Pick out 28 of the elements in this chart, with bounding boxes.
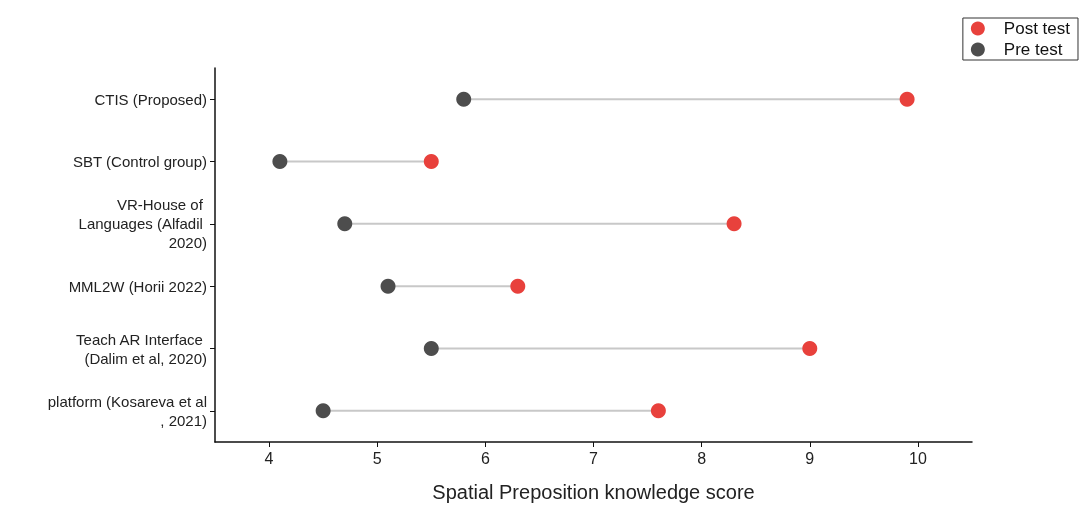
point [899, 91, 915, 107]
point [315, 403, 331, 419]
point [726, 216, 742, 232]
y-tick-label: VR-House of Languages (Alfadil 2020) [78, 196, 207, 252]
x-tick-label: 4 [264, 449, 274, 467]
legend-label: Pre test [1003, 40, 1063, 59]
x-axis-title: Spatial Preposition knowledge score [432, 481, 755, 503]
point [650, 403, 666, 419]
y-tick-label: CTIS (Proposed) [94, 90, 207, 108]
y-tick-label: platform (Kosareva et al, 2021) [47, 392, 207, 429]
legend-label: Post test [1003, 19, 1071, 38]
y-tick-label: SBT (Control group) [73, 153, 207, 170]
point [510, 278, 526, 294]
point [337, 216, 353, 232]
y-tick-label: MML2W (Horii 2022) [68, 277, 207, 295]
point [456, 91, 472, 107]
point [272, 154, 288, 169]
point [423, 341, 439, 356]
y-tick-label: Teach AR Interface (Dalim et al, 2020) [76, 330, 207, 367]
x-tick-label: 8 [697, 449, 707, 467]
point [423, 154, 439, 169]
point [380, 278, 396, 294]
x-tick-label: 5 [372, 449, 382, 467]
x-tick-label: 9 [805, 449, 815, 467]
x-tick-label: 10 [909, 449, 927, 467]
x-tick-label: 7 [589, 449, 599, 467]
point [802, 341, 818, 356]
x-tick-label: 6 [480, 449, 490, 467]
